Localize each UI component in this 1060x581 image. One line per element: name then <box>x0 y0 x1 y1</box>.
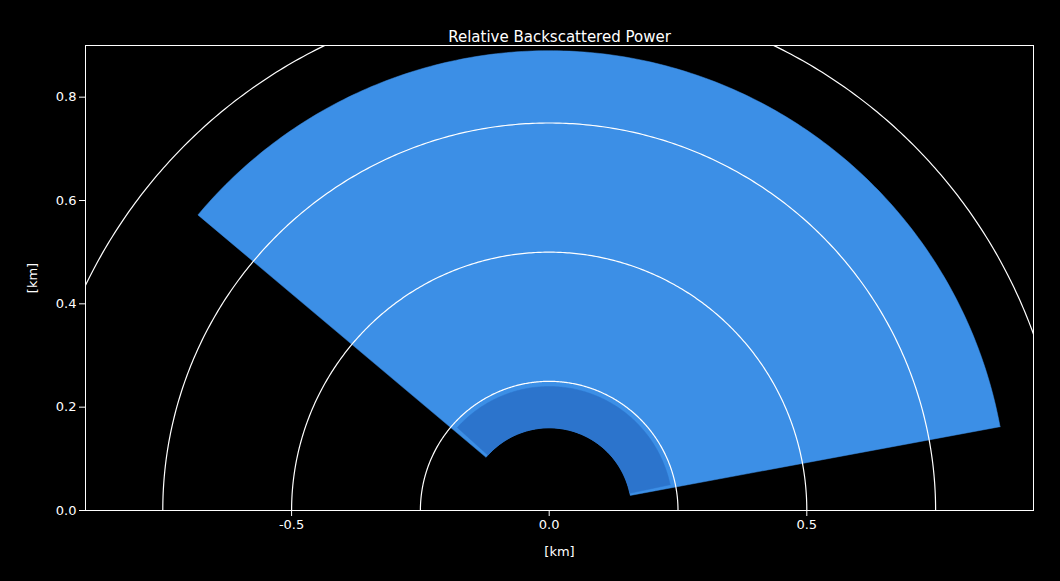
svg-text:-0.5: -0.5 <box>279 517 304 532</box>
svg-text:0.6: 0.6 <box>56 193 77 208</box>
svg-text:0.2: 0.2 <box>56 399 77 414</box>
svg-text:0.0: 0.0 <box>56 503 77 518</box>
svg-text:0.0: 0.0 <box>539 517 560 532</box>
svg-text:Relative Backscattered Power: Relative Backscattered Power <box>448 28 671 46</box>
svg-text:0.4: 0.4 <box>56 296 77 311</box>
svg-text:0.5: 0.5 <box>796 517 817 532</box>
svg-text:[km]: [km] <box>25 263 40 293</box>
svg-text:[km]: [km] <box>544 544 574 559</box>
svg-text:0.8: 0.8 <box>56 89 77 104</box>
